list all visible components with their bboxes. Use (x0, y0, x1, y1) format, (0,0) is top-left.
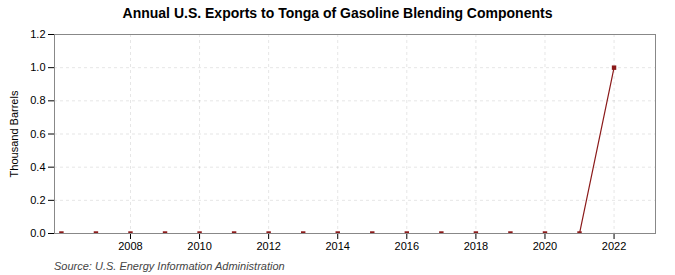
svg-text:0.4: 0.4 (30, 161, 45, 173)
svg-text:2020: 2020 (533, 240, 557, 252)
html-text:Source: U.S. Energy Informatio: Source: U.S. Energy Information Administ… (54, 260, 285, 272)
svg-text:2018: 2018 (464, 240, 488, 252)
svg-text:0.2: 0.2 (30, 194, 45, 206)
html-text:Annual U.S. Exports to Tonga o: Annual U.S. Exports to Tonga of Gasoline… (122, 5, 553, 21)
svg-text:0.8: 0.8 (30, 94, 45, 106)
svg-text:Thousand Barrels: Thousand Barrels (8, 90, 20, 177)
svg-text:1.2: 1.2 (30, 28, 45, 40)
svg-text:2012: 2012 (256, 240, 280, 252)
svg-text:1.0: 1.0 (30, 61, 45, 73)
svg-text:2022: 2022 (602, 240, 626, 252)
svg-text:2016: 2016 (395, 240, 419, 252)
svg-text:0.6: 0.6 (30, 128, 45, 140)
svg-text:2014: 2014 (325, 240, 349, 252)
svg-text:0.0: 0.0 (30, 227, 45, 239)
svg-text:2010: 2010 (187, 240, 211, 252)
svg-text:2008: 2008 (118, 240, 142, 252)
